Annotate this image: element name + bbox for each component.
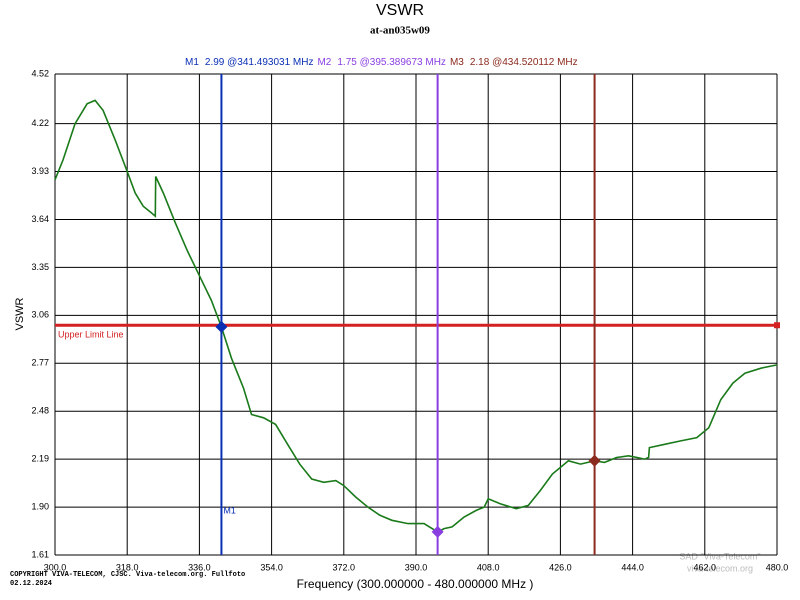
chart-title: VSWR (376, 2, 424, 19)
limit-label: Upper Limit Line (58, 330, 124, 340)
marker-header: M1 2.99 @341.493031 MHz M2 1.75 @395.389673… (185, 57, 578, 68)
y-tick-label: 3.35 (31, 262, 49, 272)
watermark: viva-telecom.org (687, 563, 753, 573)
x-axis-label: Frequency (300.000000 - 480.000000 MHz ) (297, 577, 534, 591)
y-tick-label: 1.61 (31, 549, 49, 559)
y-tick-label: 2.48 (31, 406, 49, 416)
y-tick-label: 3.93 (31, 166, 49, 176)
marker-point (215, 320, 228, 333)
marker-point (431, 525, 444, 538)
marker-point (588, 454, 601, 467)
marker-value: 1.75 @395.389673 MHz (337, 57, 446, 68)
y-tick-label: 1.90 (31, 501, 49, 511)
y-tick-label: 3.06 (31, 310, 49, 320)
x-tick-label: 372.0 (333, 562, 356, 572)
copyright: COPYRIGHT VIVA-TELECOM, CJSC. Viva-telec… (10, 571, 245, 579)
y-tick-label: 4.22 (31, 118, 49, 128)
x-tick-label: 390.0 (405, 562, 428, 572)
y-tick-label: 3.64 (31, 214, 49, 224)
marker-name: M2 (317, 57, 331, 68)
x-tick-label: 462.0 (694, 562, 717, 572)
x-tick-label: 300.0 (44, 562, 67, 572)
y-tick-label: 4.52 (31, 68, 49, 78)
x-tick-label: 318.0 (116, 562, 139, 572)
chart-subtitle: at-an035w09 (370, 25, 430, 37)
watermark: SAD "Viva-Telecom" (679, 551, 760, 561)
x-tick-label: 426.0 (549, 562, 572, 572)
x-tick-label: 444.0 (621, 562, 644, 572)
x-tick-label: 408.0 (477, 562, 500, 572)
marker-value: 2.18 @434.520112 MHz (470, 57, 578, 68)
x-tick-label: 354.0 (260, 562, 283, 572)
date: 02.12.2024 (10, 580, 52, 588)
y-axis-label: VSWR (14, 297, 26, 330)
x-tick-label: 480.0 (766, 562, 789, 572)
marker-tag: M1 (223, 505, 236, 515)
marker-name: M1 (185, 57, 199, 68)
y-tick-label: 2.19 (31, 454, 49, 464)
vswr-line (54, 99, 778, 533)
marker-name: M3 (450, 57, 464, 68)
marker-value: 2.99 @341.493031 MHz (205, 57, 314, 68)
y-tick-label: 2.77 (31, 358, 49, 368)
limit-end (774, 322, 780, 329)
x-tick-label: 336.0 (188, 562, 211, 572)
